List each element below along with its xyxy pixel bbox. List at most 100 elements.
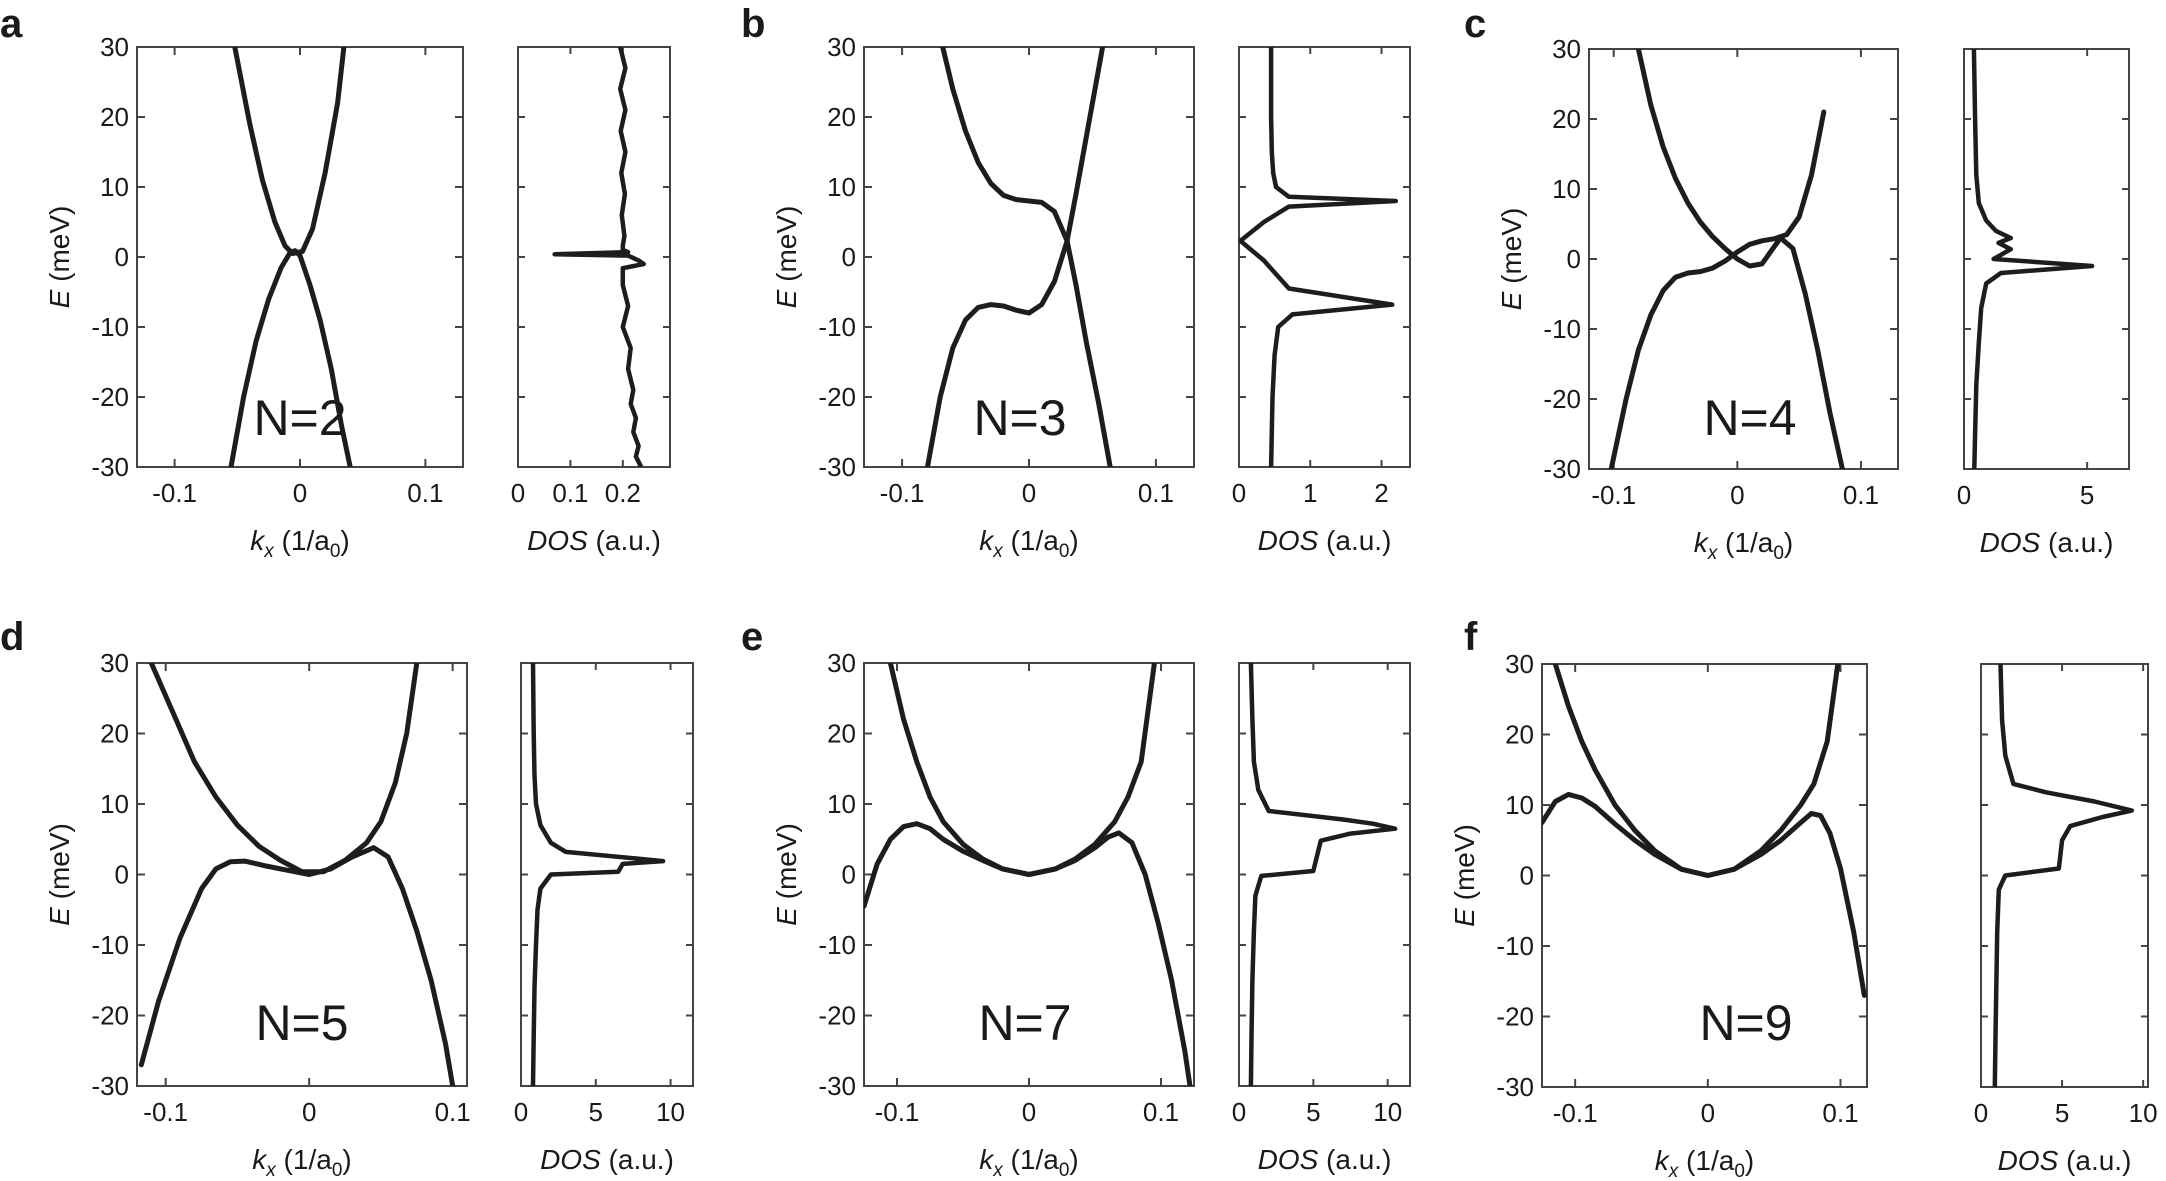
x-tick-label: 0.1 [435, 1097, 471, 1127]
dos-unit: (a.u.) [1318, 1144, 1391, 1175]
y-tick-label: 10 [100, 789, 129, 819]
band-curve-1 [940, 47, 1113, 467]
x-tick-label: 0.1 [1822, 1098, 1858, 1128]
y-axis-symbol: E [771, 907, 802, 926]
x-axis-unit-close: ) [1069, 525, 1078, 556]
x-axis-unit: (1/a [1003, 525, 1059, 556]
x-axis-subscript: x [263, 541, 275, 562]
y-tick-label: -20 [1543, 384, 1581, 414]
y-tick-label: 10 [1505, 790, 1534, 820]
y-tick-label: -20 [1496, 1002, 1534, 1032]
x-axis-unit-close: ) [340, 525, 349, 556]
layer-count-label: N=9 [1699, 995, 1792, 1051]
x-axis-symbol: k [979, 1144, 995, 1175]
y-axis-label: E (meV) [44, 206, 75, 309]
x-axis-unit: (1/a [274, 525, 330, 556]
x-tick-label: -0.1 [880, 478, 925, 508]
dos-plot: 0 5 10 DOS (a.u.) [1974, 663, 2158, 1176]
x-tick-label: 0 [293, 478, 307, 508]
y-tick-label: 0 [115, 242, 129, 272]
x-axis-label: DOS (a.u.) [1258, 525, 1392, 556]
x-tick-label: -0.1 [143, 1097, 188, 1127]
y-tick-label: 30 [100, 648, 129, 678]
panel-letter: a [0, 2, 23, 46]
x-axis-unit-close: ) [342, 1144, 351, 1175]
y-axis-symbol: E [1449, 908, 1480, 927]
y-axis-symbol: E [1496, 291, 1527, 310]
y-tick-label: -30 [1543, 454, 1581, 484]
y-tick-label: -10 [818, 312, 856, 342]
band-curve-1 [1635, 49, 1845, 469]
y-tick-label: 20 [100, 719, 129, 749]
x-tick-label: -0.1 [875, 1097, 920, 1127]
y-tick-label: 10 [827, 172, 856, 202]
y-tick-label: 10 [100, 172, 129, 202]
y-tick-label: -10 [91, 312, 129, 342]
y-tick-label: 0 [1567, 244, 1581, 274]
x-tick-label: 5 [2080, 480, 2094, 510]
panel-letter: b [741, 2, 765, 46]
dos-curve [1971, 49, 2095, 469]
x-axis-subscript: x [1668, 1161, 1680, 1181]
dos-unit: (a.u.) [1318, 525, 1391, 556]
layer-count-label: N=5 [255, 995, 348, 1051]
x-tick-label: 0.1 [1843, 480, 1879, 510]
x-tick-label: 10 [1373, 1097, 1402, 1127]
y-tick-label: -30 [91, 452, 129, 482]
x-axis-label: kx (1/a0) [250, 525, 349, 562]
y-tick-label: -30 [818, 452, 856, 482]
x-axis-label: DOS (a.u.) [1258, 1144, 1392, 1175]
y-tick-label: -20 [91, 1001, 129, 1031]
y-tick-label: 20 [1552, 104, 1581, 134]
dos-curve [1992, 664, 2135, 1087]
dos-symbol: DOS [1258, 1144, 1319, 1175]
x-tick-label: 0 [1701, 1098, 1715, 1128]
dos-symbol: DOS [1258, 525, 1319, 556]
x-axis-unit-close: ) [1069, 1144, 1078, 1175]
band-curve-2 [1542, 791, 1867, 998]
dos-plot: 0 5 10 DOS (a.u.) [1232, 662, 1411, 1175]
y-axis-symbol: E [44, 289, 75, 308]
dos-unit: (a.u.) [588, 525, 661, 556]
dos-plot: 0 5 DOS (a.u.) [1957, 48, 2130, 558]
panel-letter: c [1464, 2, 1486, 46]
x-tick-label: 0 [1232, 478, 1246, 508]
x-axis-symbol: k [250, 525, 266, 556]
x-axis-label: DOS (a.u.) [1980, 527, 2114, 558]
dos-plot: 0 5 10 DOS (a.u.) [514, 662, 694, 1175]
x-axis-unit: (1/a [276, 1144, 332, 1175]
panel-letter: d [0, 615, 24, 659]
band-curve-1 [148, 663, 420, 875]
dos-symbol: DOS [527, 525, 588, 556]
x-axis-label: DOS (a.u.) [1998, 1145, 2132, 1176]
y-axis-label: E (meV) [1449, 824, 1480, 927]
panel-letter: f [1464, 615, 1478, 659]
x-axis-symbol: k [1655, 1145, 1671, 1176]
x-tick-label: 0 [514, 1097, 528, 1127]
y-tick-label: -20 [91, 382, 129, 412]
x-tick-label: 0.1 [407, 478, 443, 508]
y-tick-label: 10 [1552, 174, 1581, 204]
y-tick-label: 30 [1552, 34, 1581, 64]
y-axis-unit: (meV) [44, 823, 75, 907]
x-tick-label: 0.1 [1143, 1097, 1179, 1127]
dos-curve [530, 663, 666, 1086]
dos-curve [1239, 47, 1399, 467]
x-axis-label: DOS (a.u.) [540, 1144, 674, 1175]
x-axis-unit-subscript: 0 [1734, 1161, 1745, 1181]
y-axis-unit: (meV) [1449, 824, 1480, 908]
x-tick-label: 10 [656, 1097, 685, 1127]
x-tick-label: 5 [589, 1097, 603, 1127]
y-tick-label: 30 [827, 32, 856, 62]
y-tick-label: -10 [1496, 931, 1534, 961]
y-tick-label: 0 [115, 860, 129, 890]
y-tick-label: -30 [1496, 1072, 1534, 1102]
x-axis-label: kx (1/a0) [1694, 527, 1793, 564]
y-tick-label: -10 [1543, 314, 1581, 344]
x-tick-label: 0.2 [605, 478, 641, 508]
x-tick-label: 0 [1022, 1097, 1036, 1127]
